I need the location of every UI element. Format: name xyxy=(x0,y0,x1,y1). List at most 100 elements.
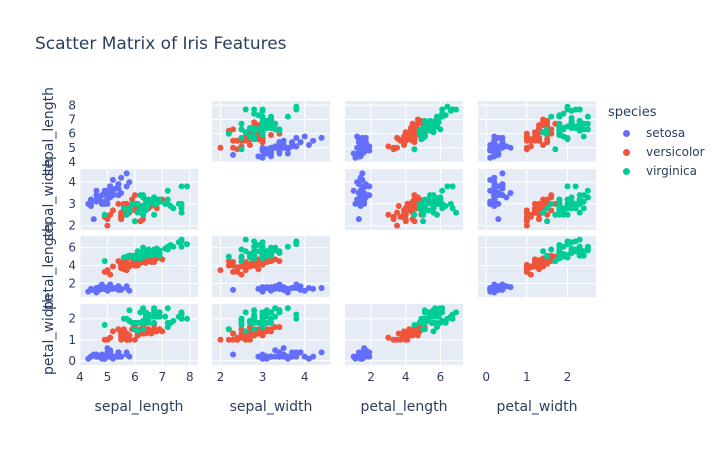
point-virginica xyxy=(178,209,185,216)
point-virginica xyxy=(134,209,141,216)
point-versicolor xyxy=(527,143,534,150)
point-setosa xyxy=(107,183,114,190)
legend-item-virginica[interactable]: virginica xyxy=(608,162,705,181)
point-virginica xyxy=(178,205,185,212)
point-virginica xyxy=(293,241,300,248)
point-setosa xyxy=(366,143,373,150)
point-setosa xyxy=(293,143,300,150)
point-versicolor xyxy=(109,263,116,270)
point-virginica xyxy=(137,250,144,257)
point-virginica xyxy=(576,192,583,199)
point-versicolor xyxy=(523,222,530,229)
point-virginica xyxy=(131,218,138,225)
point-virginica xyxy=(120,315,127,322)
point-setosa xyxy=(272,144,279,151)
point-virginica xyxy=(268,309,274,316)
point-virginica xyxy=(242,328,249,335)
y-axis-label-petal_length: petal_length xyxy=(41,223,57,310)
point-virginica xyxy=(576,236,583,243)
point-versicolor xyxy=(523,137,530,144)
point-versicolor xyxy=(404,205,411,212)
y-tick-label: 4 xyxy=(68,175,76,189)
point-versicolor xyxy=(536,134,543,141)
point-setosa xyxy=(109,176,116,183)
point-virginica xyxy=(576,245,583,252)
point-virginica xyxy=(293,315,300,322)
x-axis-label-petal_length: petal_length xyxy=(360,399,447,415)
point-virginica xyxy=(421,326,428,333)
y-tick-label: 6 xyxy=(68,241,76,255)
legend-item-setosa[interactable]: setosa xyxy=(608,124,705,143)
point-virginica xyxy=(428,319,435,326)
point-setosa xyxy=(284,150,291,157)
x-tick-label: 3 xyxy=(259,370,267,384)
point-setosa xyxy=(366,349,373,356)
point-setosa xyxy=(259,153,266,160)
point-virginica xyxy=(251,106,258,113)
point-setosa xyxy=(495,216,502,223)
point-virginica xyxy=(151,211,158,218)
point-virginica xyxy=(430,205,437,212)
point-virginica xyxy=(145,200,152,207)
point-virginica xyxy=(427,127,434,134)
point-setosa xyxy=(272,353,279,360)
point-setosa xyxy=(293,353,300,360)
point-versicolor xyxy=(107,334,114,341)
point-virginica xyxy=(540,248,547,255)
point-virginica xyxy=(238,253,245,260)
point-setosa xyxy=(357,194,364,201)
point-virginica xyxy=(420,218,427,225)
point-setosa xyxy=(259,147,266,154)
point-virginica xyxy=(548,200,555,207)
point-versicolor xyxy=(402,218,409,225)
point-versicolor xyxy=(390,144,397,151)
point-versicolor xyxy=(104,222,111,229)
point-virginica xyxy=(430,328,437,335)
legend-label-versicolor: versicolor xyxy=(646,145,705,159)
legend-item-versicolor[interactable]: versicolor xyxy=(608,143,705,162)
point-setosa xyxy=(112,185,119,192)
point-virginica xyxy=(556,252,563,259)
point-virginica xyxy=(580,133,587,140)
point-virginica xyxy=(242,106,249,113)
point-virginica xyxy=(151,251,158,258)
point-virginica xyxy=(268,124,274,131)
point-virginica xyxy=(421,319,428,326)
point-virginica xyxy=(251,248,258,255)
point-virginica xyxy=(411,146,418,153)
point-setosa xyxy=(499,183,506,190)
point-setosa xyxy=(98,351,105,358)
point-virginica xyxy=(151,194,158,201)
point-versicolor xyxy=(411,192,418,199)
point-virginica xyxy=(242,309,249,316)
point-setosa xyxy=(310,353,317,360)
point-versicolor xyxy=(413,328,420,335)
point-versicolor xyxy=(115,200,122,207)
point-versicolor xyxy=(151,326,158,333)
point-setosa xyxy=(293,134,300,141)
y-axis-label-sepal_width: sepal_width xyxy=(41,158,57,241)
point-virginica xyxy=(449,106,456,113)
point-virginica xyxy=(259,309,266,316)
point-setosa xyxy=(499,143,506,150)
point-versicolor xyxy=(272,324,279,331)
point-versicolor xyxy=(276,324,283,331)
point-virginica xyxy=(251,126,258,133)
point-setosa xyxy=(289,353,296,360)
point-virginica xyxy=(259,319,266,326)
point-setosa xyxy=(491,285,498,292)
point-versicolor xyxy=(140,216,147,223)
point-virginica xyxy=(544,218,551,225)
point-virginica xyxy=(140,326,147,333)
point-virginica xyxy=(178,238,185,245)
point-versicolor xyxy=(385,143,392,150)
point-setosa xyxy=(123,170,130,177)
point-versicolor xyxy=(409,122,416,129)
point-versicolor xyxy=(394,222,401,229)
point-setosa xyxy=(93,196,100,203)
point-virginica xyxy=(164,305,171,312)
point-setosa xyxy=(272,285,279,292)
point-versicolor xyxy=(217,336,224,343)
point-virginica xyxy=(560,207,567,214)
x-axis-label-petal_width: petal_width xyxy=(496,399,577,415)
